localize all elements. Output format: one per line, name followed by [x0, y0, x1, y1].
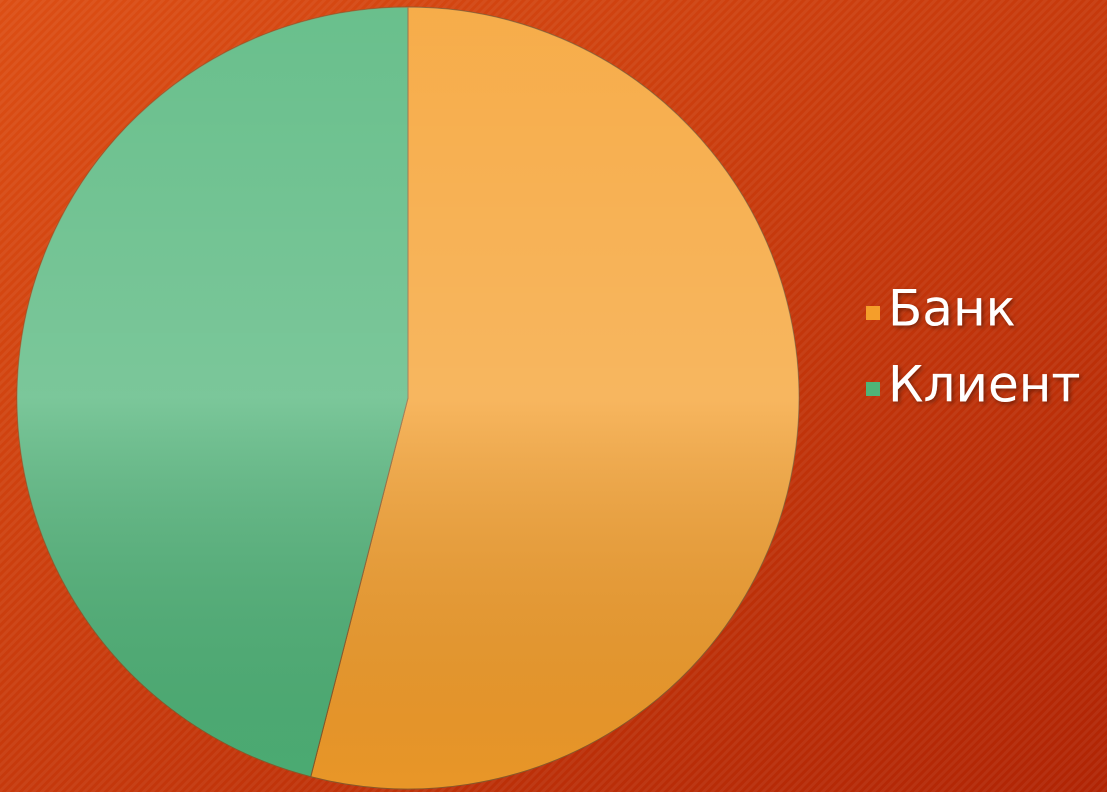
legend: Банк Клиент	[866, 280, 1081, 414]
legend-label: Банк	[888, 280, 1016, 338]
legend-swatch	[866, 306, 880, 320]
legend-swatch	[866, 382, 880, 396]
legend-label: Клиент	[888, 356, 1081, 414]
pie	[16, 6, 800, 790]
